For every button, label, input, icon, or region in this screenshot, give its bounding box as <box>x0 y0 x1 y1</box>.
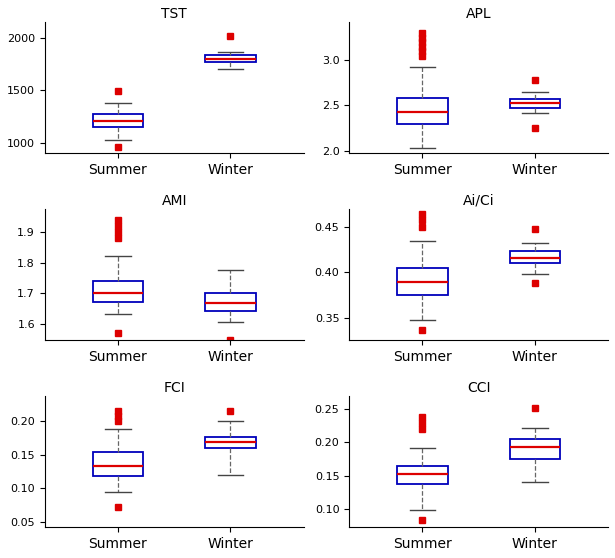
PathPatch shape <box>205 293 256 311</box>
PathPatch shape <box>510 99 560 108</box>
PathPatch shape <box>510 251 560 263</box>
Title: TST: TST <box>161 7 187 21</box>
PathPatch shape <box>397 268 448 295</box>
PathPatch shape <box>93 113 143 127</box>
PathPatch shape <box>397 465 448 484</box>
Title: AMI: AMI <box>162 194 187 208</box>
PathPatch shape <box>205 55 256 62</box>
PathPatch shape <box>397 98 448 123</box>
PathPatch shape <box>510 439 560 459</box>
PathPatch shape <box>93 451 143 477</box>
PathPatch shape <box>205 437 256 448</box>
PathPatch shape <box>93 281 143 302</box>
Title: Ai/Ci: Ai/Ci <box>463 194 494 208</box>
Title: FCI: FCI <box>164 381 185 395</box>
Title: CCI: CCI <box>467 381 490 395</box>
Title: APL: APL <box>466 7 491 21</box>
